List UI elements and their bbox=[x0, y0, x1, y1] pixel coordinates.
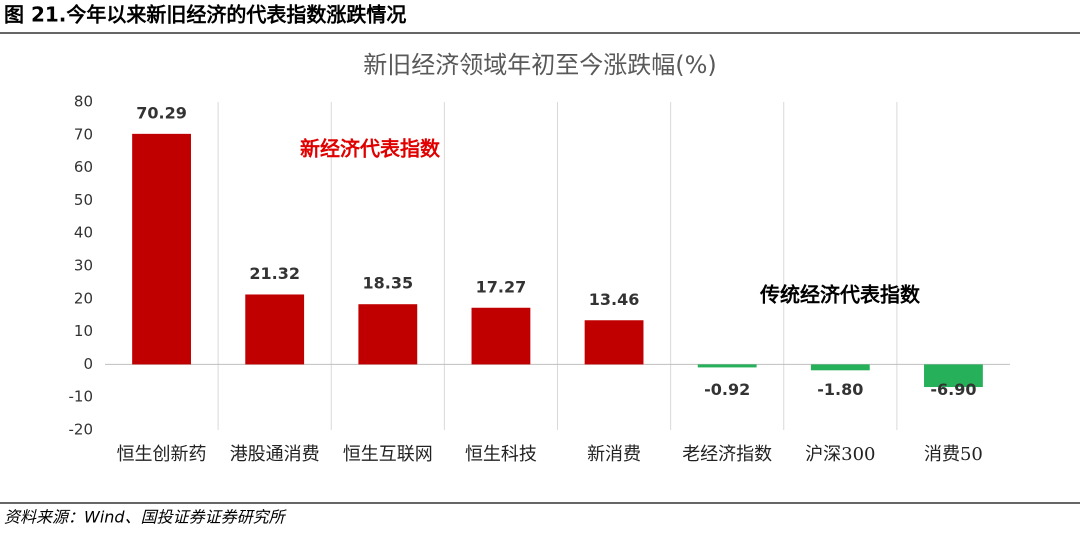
data-label: -1.80 bbox=[817, 380, 863, 399]
y-tick-label: -10 bbox=[69, 388, 94, 406]
y-tick-label: 70 bbox=[74, 125, 93, 143]
bar bbox=[471, 307, 531, 365]
y-tick-label: 60 bbox=[74, 158, 93, 176]
x-tick-label: 港股通消费 bbox=[230, 444, 320, 465]
source-note: 资料来源：Wind、国投证券证券研究所 bbox=[4, 508, 288, 527]
annotation: 新经济代表指数 bbox=[300, 137, 441, 161]
y-tick-label: 50 bbox=[74, 191, 93, 209]
x-tick-label: 消费50 bbox=[924, 444, 983, 465]
y-tick-label: 20 bbox=[74, 289, 93, 307]
bar bbox=[245, 294, 305, 365]
data-label: 70.29 bbox=[136, 103, 187, 122]
x-tick-label: 恒生互联网 bbox=[343, 444, 433, 465]
x-tick-label: 新消费 bbox=[587, 444, 641, 465]
figure-title: 图 21.今年以来新旧经济的代表指数涨跌情况 bbox=[4, 3, 406, 27]
y-tick-label: 80 bbox=[74, 93, 93, 111]
bar bbox=[697, 364, 757, 368]
y-tick-label: 0 bbox=[83, 355, 93, 373]
bar bbox=[924, 364, 983, 388]
y-tick-label: 40 bbox=[74, 224, 93, 242]
annotation: 传统经济代表指数 bbox=[759, 283, 921, 307]
bar bbox=[810, 364, 870, 371]
bar bbox=[584, 320, 644, 365]
data-label: -0.92 bbox=[704, 380, 750, 399]
x-tick-label: 恒生科技 bbox=[465, 444, 537, 465]
y-tick-label: -20 bbox=[69, 421, 94, 439]
data-label: 18.35 bbox=[363, 274, 414, 293]
bar bbox=[358, 304, 418, 365]
y-tick-label: 10 bbox=[74, 322, 93, 340]
data-label: 13.46 bbox=[589, 290, 640, 309]
x-tick-label: 恒生创新药 bbox=[117, 444, 207, 465]
x-tick-label: 沪深300 bbox=[805, 444, 875, 465]
x-tick-label: 老经济指数 bbox=[682, 444, 772, 465]
data-label: 17.27 bbox=[476, 277, 527, 296]
data-label: 21.32 bbox=[249, 264, 300, 283]
data-label: -6.90 bbox=[930, 380, 976, 399]
bar bbox=[132, 133, 191, 365]
y-tick-label: 30 bbox=[74, 257, 93, 275]
chart-title: 新旧经济领域年初至今涨跌幅(%) bbox=[363, 51, 717, 79]
